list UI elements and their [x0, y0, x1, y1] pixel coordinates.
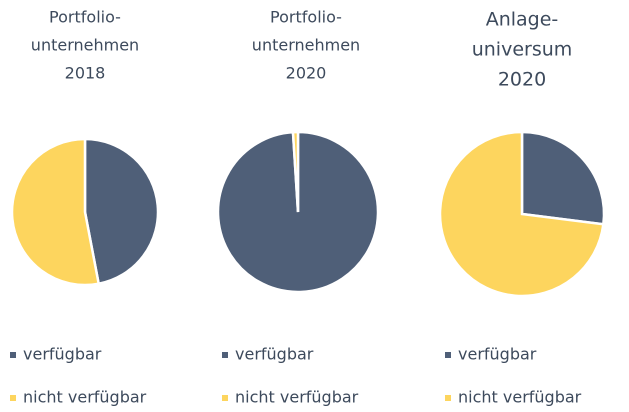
legend-label: verfügbar: [235, 345, 314, 364]
chart-title: 2018: [65, 64, 106, 83]
pie-slice: [291, 130, 300, 213]
chart-title: unternehmen: [252, 36, 360, 55]
legend-label: nicht verfügbar: [23, 388, 147, 407]
pie-slice: [438, 130, 605, 298]
chart-title: Anlage-: [486, 9, 559, 31]
legend-label: nicht verfügbar: [235, 388, 359, 407]
legend-swatch: [10, 352, 16, 358]
chart-title: Portfolio-: [270, 8, 342, 27]
chart-title: universum: [472, 39, 573, 61]
legend-swatch: [445, 352, 451, 358]
legend-swatch: [222, 395, 228, 401]
pie-slice: [520, 130, 606, 226]
pie-slice: [83, 137, 160, 286]
chart-title: Portfolio-: [49, 8, 121, 27]
chart-title: 2020: [286, 64, 327, 83]
legend-label: nicht verfügbar: [458, 388, 582, 407]
legend-swatch: [445, 395, 451, 401]
legend-swatch: [222, 352, 228, 358]
chart-title: unternehmen: [31, 36, 139, 55]
legend-label: verfügbar: [23, 345, 102, 364]
legend-swatch: [10, 395, 16, 401]
chart-title: 2020: [498, 69, 546, 91]
pie-slice: [10, 137, 101, 287]
legend-label: verfügbar: [458, 345, 537, 364]
